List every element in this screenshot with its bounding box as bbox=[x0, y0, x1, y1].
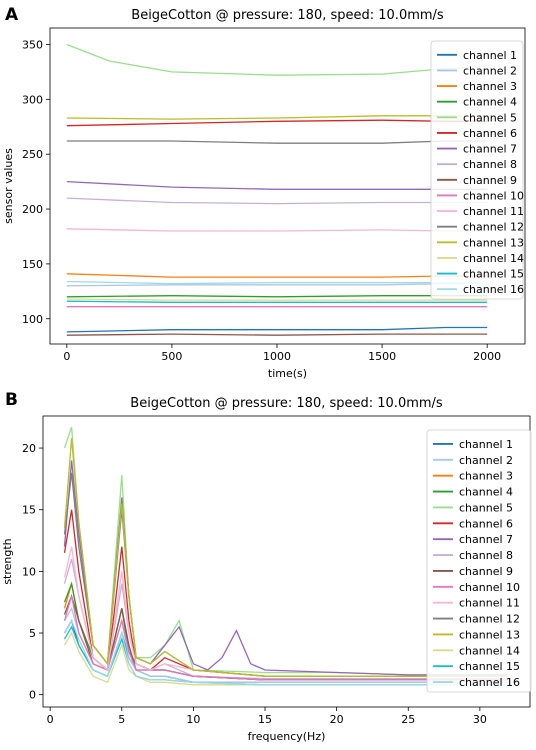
series-line-2 bbox=[66, 283, 488, 287]
legend: channel 1 channel 2 channel 3 channel 4 chan… bbox=[430, 40, 524, 300]
legend-label: channel 11 bbox=[463, 205, 524, 218]
y-tick-label: 200 bbox=[22, 203, 43, 216]
x-tick-label: 15 bbox=[258, 713, 272, 726]
y-tick-label: 300 bbox=[22, 93, 43, 106]
y-tick-label: 100 bbox=[22, 313, 43, 326]
series-line-16 bbox=[66, 280, 488, 285]
legend-label: channel 7 bbox=[463, 143, 517, 156]
series-line-3 bbox=[66, 273, 488, 278]
panel-a-letter: A bbox=[5, 5, 19, 25]
chart-title: BeigeCotton @ pressure: 180, speed: 10.0… bbox=[131, 8, 444, 23]
y-axis-label: strength bbox=[1, 538, 14, 584]
legend-label: channel 15 bbox=[463, 268, 524, 281]
legend-label: channel 9 bbox=[459, 565, 513, 578]
legend-label: channel 16 bbox=[459, 676, 520, 689]
legend-label: channel 11 bbox=[459, 597, 520, 610]
legend-label: channel 8 bbox=[459, 549, 513, 562]
series-line-10 bbox=[63, 595, 509, 681]
y-tick-label: 15 bbox=[22, 504, 36, 517]
series-line-14 bbox=[66, 298, 488, 301]
series-group bbox=[66, 43, 488, 336]
series-line-16 bbox=[63, 619, 509, 686]
series-line-12 bbox=[66, 140, 488, 144]
legend: channel 1 channel 2 channel 3 channel 4 chan… bbox=[426, 429, 532, 693]
plot-frame bbox=[49, 27, 526, 345]
legend-label: channel 14 bbox=[463, 252, 524, 265]
chart-title: BeigeCotton @ pressure: 180, speed: 10.0… bbox=[130, 396, 443, 411]
legend-label: channel 7 bbox=[459, 533, 513, 546]
x-tick-label: 0 bbox=[63, 350, 70, 363]
y-tick-label: 5 bbox=[29, 627, 36, 640]
x-tick-label: 1000 bbox=[263, 350, 291, 363]
series-line-5 bbox=[66, 43, 488, 76]
legend-label: channel 3 bbox=[459, 470, 513, 483]
x-tick-label: 30 bbox=[473, 713, 487, 726]
legend-label: channel 2 bbox=[459, 454, 513, 467]
x-tick-label: 20 bbox=[330, 713, 344, 726]
legend-label: channel 10 bbox=[463, 189, 524, 202]
x-tick-label: 2000 bbox=[473, 350, 501, 363]
series-line-11 bbox=[66, 228, 488, 232]
legend-label: channel 13 bbox=[463, 236, 524, 249]
legend-label: channel 3 bbox=[463, 80, 517, 93]
legend-label: channel 1 bbox=[459, 438, 513, 451]
x-axis-label: frequency(Hz) bbox=[248, 730, 326, 743]
y-tick-label: 150 bbox=[22, 258, 43, 271]
x-tick-label: 0 bbox=[47, 713, 54, 726]
series-line-9 bbox=[66, 333, 488, 336]
y-tick-label: 20 bbox=[22, 442, 36, 455]
panel-a-chart: BeigeCotton @ pressure: 180, speed: 10.0… bbox=[2, 8, 526, 380]
legend-label: channel 8 bbox=[463, 158, 517, 171]
legend-label: channel 6 bbox=[463, 127, 517, 140]
series-line-7 bbox=[66, 180, 488, 190]
series-line-6 bbox=[66, 119, 488, 127]
x-tick-label: 5 bbox=[118, 713, 125, 726]
series-group bbox=[63, 426, 509, 686]
series-line-4 bbox=[66, 295, 488, 298]
x-tick-label: 25 bbox=[401, 713, 415, 726]
y-tick-label: 350 bbox=[22, 38, 43, 51]
x-tick-label: 500 bbox=[161, 350, 182, 363]
legend-label: channel 12 bbox=[463, 221, 524, 234]
legend-label: channel 2 bbox=[463, 64, 517, 77]
legend-box bbox=[430, 40, 524, 300]
series-line-13 bbox=[66, 115, 488, 120]
legend-label: channel 5 bbox=[463, 111, 517, 124]
legend-label: channel 4 bbox=[459, 486, 513, 499]
y-tick-label: 250 bbox=[22, 148, 43, 161]
panel-b-chart: BeigeCotton @ pressure: 180, speed: 10.0… bbox=[1, 396, 532, 743]
legend-label: channel 16 bbox=[463, 283, 524, 296]
legend-label: channel 9 bbox=[463, 174, 517, 187]
legend-label: channel 14 bbox=[459, 644, 520, 657]
legend-label: channel 5 bbox=[459, 501, 513, 514]
y-tick-label: 0 bbox=[29, 689, 36, 702]
legend-label: channel 12 bbox=[459, 613, 520, 626]
series-line-8 bbox=[66, 197, 488, 205]
legend-label: channel 4 bbox=[463, 96, 517, 109]
legend-label: channel 6 bbox=[459, 517, 513, 530]
legend-label: channel 13 bbox=[459, 628, 520, 641]
y-tick-label: 10 bbox=[22, 565, 36, 578]
series-line-15 bbox=[66, 300, 488, 303]
series-line-13 bbox=[63, 438, 509, 677]
panel-b-letter: B bbox=[5, 390, 18, 410]
legend-label: channel 15 bbox=[459, 660, 520, 673]
x-tick-label: 10 bbox=[186, 713, 200, 726]
legend-label: channel 1 bbox=[463, 49, 517, 62]
legend-label: channel 10 bbox=[459, 581, 520, 594]
x-axis-label: time(s) bbox=[268, 367, 307, 380]
x-tick-label: 1500 bbox=[368, 350, 396, 363]
y-axis-label: sensor values bbox=[2, 148, 15, 224]
series-line-1 bbox=[66, 326, 488, 333]
legend-box bbox=[426, 429, 532, 693]
